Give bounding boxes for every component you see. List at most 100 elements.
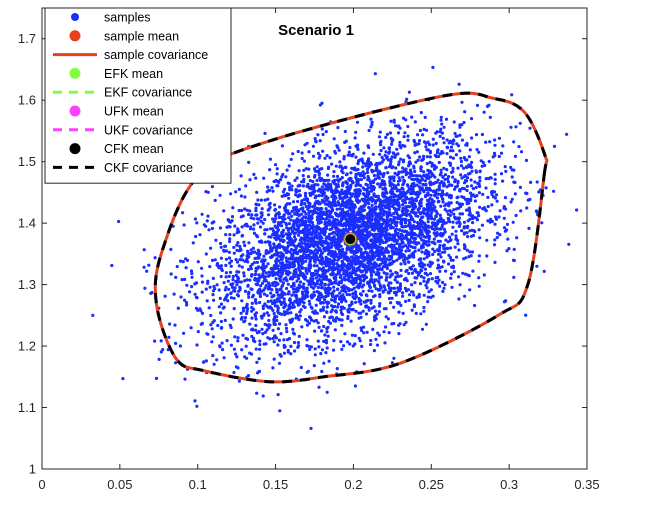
sample-point bbox=[247, 255, 251, 259]
sample-point bbox=[315, 215, 319, 219]
sample-point bbox=[322, 247, 326, 251]
sample-point bbox=[503, 229, 507, 233]
sample-point bbox=[320, 258, 324, 262]
sample-point bbox=[418, 257, 422, 261]
sample-point bbox=[335, 367, 339, 371]
sample-point bbox=[494, 193, 499, 197]
sample-point bbox=[213, 198, 217, 202]
sample-point bbox=[190, 275, 194, 279]
sample-point bbox=[334, 310, 338, 314]
sample-point bbox=[254, 347, 258, 351]
sample-point bbox=[361, 174, 365, 178]
sample-point bbox=[259, 289, 263, 294]
sample-point bbox=[320, 127, 324, 131]
sample-point bbox=[413, 143, 417, 147]
sample-point bbox=[210, 327, 214, 331]
sample-point bbox=[236, 241, 240, 245]
sample-point bbox=[493, 238, 497, 242]
sample-point bbox=[442, 141, 446, 145]
sample-point bbox=[225, 339, 229, 343]
sample-point bbox=[258, 339, 262, 343]
sample-point bbox=[353, 195, 357, 199]
sample-point bbox=[363, 239, 367, 243]
sample-point bbox=[349, 248, 353, 252]
sample-point bbox=[234, 190, 238, 194]
sample-point bbox=[313, 309, 317, 313]
sample-point bbox=[449, 210, 453, 214]
sample-point bbox=[275, 318, 279, 323]
sample-point bbox=[364, 304, 368, 308]
sample-point bbox=[353, 279, 357, 283]
sample-point bbox=[455, 207, 459, 211]
sample-point bbox=[411, 211, 416, 215]
sample-point bbox=[319, 309, 323, 313]
sample-point bbox=[211, 293, 215, 297]
sample-point bbox=[412, 138, 416, 143]
sample-point bbox=[277, 215, 282, 219]
sample-point bbox=[413, 204, 417, 208]
sample-point bbox=[332, 174, 336, 178]
sample-point bbox=[287, 212, 291, 216]
sample-point bbox=[288, 257, 292, 261]
sample-point bbox=[400, 192, 404, 197]
sample-point bbox=[389, 301, 393, 305]
sample-point bbox=[252, 223, 256, 227]
sample-point bbox=[290, 293, 294, 297]
sample-point bbox=[200, 321, 204, 325]
sample-point bbox=[385, 257, 389, 261]
sample-point bbox=[328, 287, 332, 292]
sample-point bbox=[295, 256, 299, 261]
sample-point bbox=[374, 238, 378, 242]
sample-point bbox=[312, 264, 316, 268]
sample-point bbox=[425, 162, 429, 166]
sample-point bbox=[384, 278, 388, 282]
sample-point bbox=[359, 177, 363, 182]
sample-point bbox=[422, 207, 426, 211]
sample-point bbox=[313, 230, 317, 235]
sample-point bbox=[424, 271, 428, 275]
sample-point bbox=[379, 182, 383, 186]
sample-point bbox=[269, 291, 273, 295]
sample-point bbox=[567, 242, 571, 246]
sample-point bbox=[248, 322, 252, 326]
sample-point bbox=[483, 163, 487, 167]
sample-point bbox=[316, 151, 320, 155]
sample-point bbox=[506, 237, 510, 241]
sample-point bbox=[467, 155, 471, 159]
sample-point bbox=[183, 377, 187, 381]
sample-point bbox=[362, 214, 366, 219]
sample-point bbox=[329, 298, 334, 302]
sample-point bbox=[312, 286, 316, 290]
sample-point bbox=[211, 335, 215, 339]
sample-point bbox=[430, 277, 434, 281]
sample-point bbox=[254, 233, 259, 237]
sample-point bbox=[422, 257, 426, 261]
sample-point bbox=[504, 299, 508, 303]
sample-point bbox=[310, 282, 314, 286]
sample-point bbox=[385, 206, 389, 210]
sample-point bbox=[373, 72, 377, 76]
sample-point bbox=[395, 189, 399, 193]
sample-point bbox=[487, 177, 491, 181]
sample-point bbox=[290, 225, 295, 229]
sample-point bbox=[268, 157, 273, 161]
sample-point bbox=[426, 295, 430, 299]
sample-point bbox=[469, 178, 473, 182]
sample-point bbox=[407, 156, 412, 160]
sample-point bbox=[405, 213, 409, 217]
sample-point bbox=[295, 288, 299, 293]
sample-point bbox=[402, 236, 406, 240]
sample-point bbox=[271, 227, 275, 231]
sample-point bbox=[355, 285, 359, 289]
sample-point bbox=[239, 254, 243, 258]
sample-point bbox=[251, 250, 255, 254]
sample-point bbox=[402, 258, 406, 262]
sample-point bbox=[303, 241, 307, 246]
sample-point bbox=[240, 265, 244, 269]
sample-point bbox=[503, 165, 507, 169]
sample-point bbox=[404, 320, 408, 324]
sample-point bbox=[407, 161, 411, 165]
sample-point bbox=[377, 176, 381, 180]
sample-point bbox=[458, 212, 462, 216]
sample-point bbox=[426, 263, 430, 267]
